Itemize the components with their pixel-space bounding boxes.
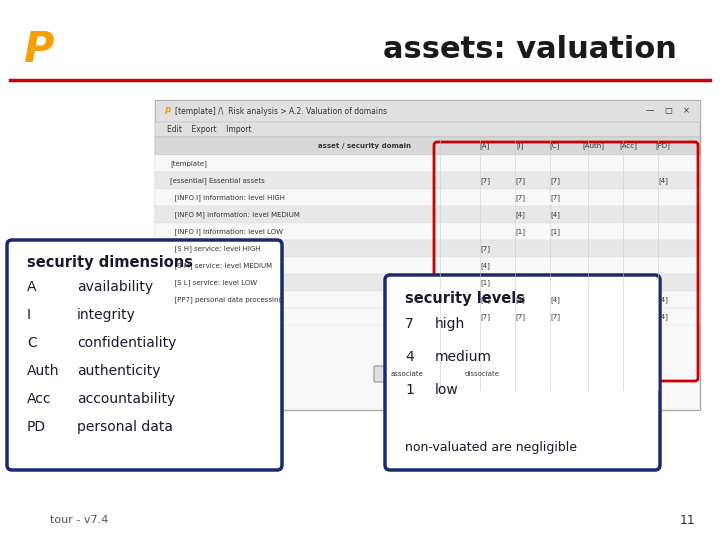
Text: [Auth]: [Auth] [582,143,604,150]
Text: —: — [646,106,654,116]
Text: integrity: integrity [77,308,136,322]
Text: Auth: Auth [27,364,60,378]
Text: [I]: [I] [516,143,523,150]
FancyBboxPatch shape [155,240,700,257]
Text: [4]: [4] [480,262,490,269]
Text: [4]: [4] [550,211,560,218]
Text: [7]: [7] [480,245,490,252]
Text: [7]: [7] [550,313,560,320]
Text: low: low [435,383,459,397]
Text: Edit    Export    Import: Edit Export Import [167,125,251,134]
Text: [PD]: [PD] [656,143,670,150]
Text: high: high [435,317,465,331]
FancyBboxPatch shape [155,257,700,274]
Text: 1: 1 [405,383,414,397]
Text: security levels: security levels [405,291,525,306]
Text: [S L] service: level LOW: [S L] service: level LOW [170,279,257,286]
Text: [7]: [7] [550,194,560,201]
Text: [template]: [template] [170,160,207,167]
Text: 4: 4 [405,350,414,364]
FancyBboxPatch shape [155,223,700,240]
Text: 11: 11 [679,514,695,526]
Text: availability: availability [77,280,153,294]
Text: accountability: accountability [77,392,175,406]
Text: [PP7] personal data processing: [PP7] personal data processing [170,296,283,303]
FancyBboxPatch shape [449,366,516,382]
FancyBboxPatch shape [155,206,700,223]
Text: [essential] Essential assets: [essential] Essential assets [170,177,265,184]
Text: [4]: [4] [658,313,668,320]
Text: Acc: Acc [27,392,52,406]
FancyBboxPatch shape [155,291,700,308]
Text: [4]: [4] [515,211,525,218]
Text: [4]: [4] [515,296,525,303]
Text: [7]: [7] [550,177,560,184]
FancyBboxPatch shape [155,137,700,155]
FancyBboxPatch shape [155,172,700,189]
Text: assets: valuation: assets: valuation [383,36,677,64]
Text: ×: × [683,106,690,116]
Text: [7]: [7] [515,194,525,201]
Text: [S H] service: level HIGH: [S H] service: level HIGH [170,245,261,252]
Text: [1]: [1] [550,228,560,235]
Text: [7]: [7] [480,313,490,320]
FancyBboxPatch shape [155,100,700,410]
Text: PD: PD [27,420,46,434]
Text: I: I [27,308,31,322]
Text: [4]: [4] [658,296,668,303]
Text: associate: associate [390,371,423,377]
Text: [Acc]: [Acc] [619,143,637,150]
FancyBboxPatch shape [155,122,700,137]
FancyBboxPatch shape [155,274,700,291]
FancyBboxPatch shape [155,189,700,206]
Text: [4]: [4] [550,296,560,303]
Text: non-valuated are negligible: non-valuated are negligible [405,441,577,454]
Text: asset / security domain: asset / security domain [318,143,412,149]
Text: [A]: [A] [480,143,490,150]
Text: [S M] service: level MEDIUM: [S M] service: level MEDIUM [170,262,272,269]
Text: personal data: personal data [77,420,173,434]
Text: [INFO I] information: level LOW: [INFO I] information: level LOW [170,228,283,235]
Text: [1]: [1] [480,279,490,286]
Text: P: P [165,106,171,116]
Text: [4]: [4] [658,177,668,184]
Text: A: A [27,280,37,294]
Text: [template] /\  Risk analysis > A.2. Valuation of domains: [template] /\ Risk analysis > A.2. Valua… [175,106,387,116]
Text: authenticity: authenticity [77,364,161,378]
Text: [7]: [7] [515,313,525,320]
Text: C: C [27,336,37,350]
Text: security dimensions: security dimensions [27,255,193,271]
Text: [C]: [C] [550,143,560,150]
Text: [4]: [4] [480,296,490,303]
Text: □: □ [664,106,672,116]
FancyBboxPatch shape [155,308,700,325]
Text: medium: medium [435,350,492,364]
Text: 7: 7 [405,317,414,331]
Text: dissociate: dissociate [464,371,500,377]
Text: [1]: [1] [515,228,525,235]
FancyBboxPatch shape [374,366,441,382]
FancyBboxPatch shape [385,275,660,470]
Text: tour - v7.4: tour - v7.4 [50,515,109,525]
Text: [7]: [7] [480,177,490,184]
Text: P: P [23,29,53,71]
Text: confidentiality: confidentiality [77,336,176,350]
Text: [INFO I] information: level HIGH: [INFO I] information: level HIGH [170,194,285,201]
Text: [INFO M] information: level MEDIUM: [INFO M] information: level MEDIUM [170,211,300,218]
FancyBboxPatch shape [155,155,700,172]
FancyBboxPatch shape [155,100,700,122]
Text: [7]: [7] [515,177,525,184]
FancyBboxPatch shape [7,240,282,470]
